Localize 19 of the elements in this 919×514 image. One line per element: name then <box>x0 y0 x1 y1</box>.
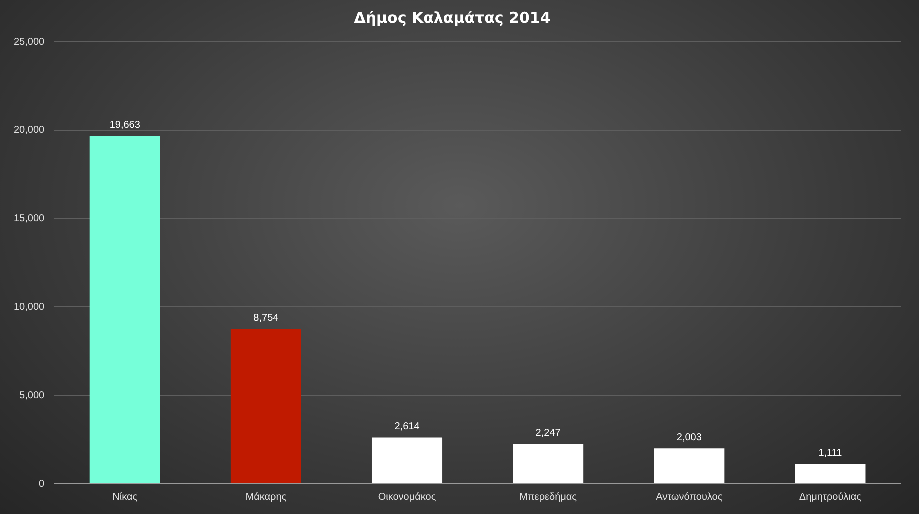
y-tick-label: 5,000 <box>20 390 46 402</box>
x-tick-label: Μπερεδήμας <box>520 492 578 503</box>
x-tick-label: Οικονομάκος <box>378 492 436 503</box>
y-tick-label: 10,000 <box>14 302 46 313</box>
x-tick-label: Μάκαρης <box>246 492 287 503</box>
data-label: 8,754 <box>254 312 280 324</box>
y-tick-label: 15,000 <box>14 214 46 225</box>
data-label: 2,003 <box>676 432 702 444</box>
y-tick-label: 0 <box>39 478 46 490</box>
data-label: 2,247 <box>536 428 562 440</box>
x-tick-label: Δημητρούλιας <box>799 492 862 503</box>
x-tick-label: Νίκας <box>112 492 138 503</box>
data-label: 2,614 <box>394 422 420 433</box>
data-label: 19,663 <box>110 120 141 132</box>
y-tick-label: 20,000 <box>14 125 46 136</box>
y-tick-label: 25,000 <box>14 36 46 48</box>
data-label: 1,111 <box>818 448 843 460</box>
x-tick-label: Αντωνόπουλος <box>656 492 723 503</box>
chart-title: Δήμος Καλαμάτας 2014 <box>354 8 551 27</box>
